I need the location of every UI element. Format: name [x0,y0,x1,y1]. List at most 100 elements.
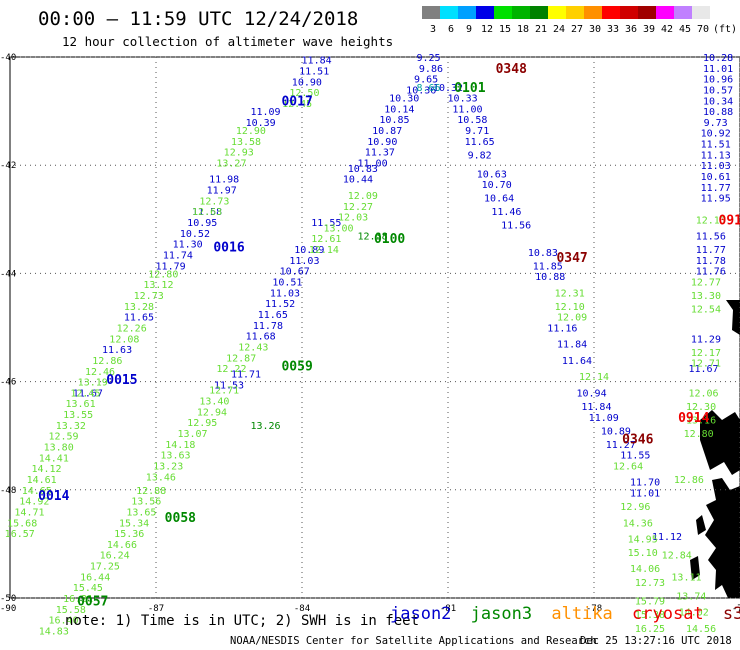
colorbar-swatch [494,6,512,19]
data-point-label: 14.18 [165,440,195,451]
colorbar-label: 45 [679,24,691,35]
data-point-label: 11.95 [701,194,731,205]
data-point-label: 11.85 [533,261,563,272]
data-point-label: 12.38 [358,232,388,243]
x-tick-label: -75 [732,604,740,614]
data-point-label: 9.71 [465,126,489,137]
data-point-label: 11.53 [214,380,244,391]
x-tick-label: -87 [148,604,164,614]
data-point-label: 9.86 [419,64,443,75]
data-point-label: 11.09 [589,413,619,424]
data-point-label: 12.06 [688,388,718,399]
data-point-label: 12.45 [282,99,312,110]
data-point-label: 13.74 [676,591,706,602]
data-point-label: 14.95 [628,534,658,545]
y-tick-label: -50 [0,594,16,604]
data-point-label: 11.09 [250,107,280,118]
colorbar-label: 12 [481,24,493,35]
data-point-label: 13.63 [160,451,190,462]
x-tick-label: -81 [440,604,456,614]
data-point-label: 16.24 [100,551,130,562]
data-point-label: 12.94 [197,407,227,418]
x-tick-label: -84 [294,604,310,614]
data-point-label: 9.65 [414,75,438,86]
data-point-label: 10.67 [280,267,310,278]
legend-altika: altika [551,604,613,624]
data-point-label: 12.87 [226,353,256,364]
data-point-label: 13.32 [56,421,86,432]
colorbar-label: 3 [430,24,436,35]
y-tick-label: -42 [0,161,16,171]
data-point-label: 10.30 [389,94,419,105]
data-point-label: 12.77 [691,278,721,289]
data-point-label: 14.36 [623,518,653,529]
data-point-label: 11.13 [701,150,731,161]
data-point-label: 12.73 [635,578,665,589]
data-point-label: 11.68 [246,332,276,343]
data-point-label: 17.25 [90,562,120,573]
data-point-label: 13.58 [231,137,261,148]
data-point-label: 11.97 [207,186,237,197]
data-point-label: 12.46 [85,367,115,378]
data-point-label: 10.96 [703,75,733,86]
data-point-label: 10.83 [528,248,558,259]
x-tick-label: -78 [586,604,602,614]
data-point-label: 12.90 [236,126,266,137]
data-point-label: 9.82 [468,150,492,161]
colorbar-label: 21 [535,24,547,35]
data-point-label: 16.40 [48,616,78,627]
data-point-label: 13.00 [323,223,353,234]
data-point-label: 10.90 [367,137,397,148]
data-point-label: 12.50 [289,88,319,99]
colorbar-swatch [530,6,548,19]
data-point-label: 12.73 [134,291,164,302]
data-point-label: 11.78 [253,321,283,332]
data-point-label: 15.45 [73,583,103,594]
data-point-label: 11.03 [270,288,300,299]
colorbar-swatch [584,6,602,19]
data-point-label: 13.26 [250,421,280,432]
data-point-label: 14.83 [39,626,69,637]
colorbar-swatch [458,6,476,19]
data-point-label: 11.98 [209,175,239,186]
data-point-label: 10.95 [187,218,217,229]
data-point-label: 13.16 [686,415,716,426]
data-point-label: 13.07 [177,429,207,440]
track-label: 0347 [556,251,587,266]
colorbar-swatch [566,6,584,19]
data-point-label: 12.17 [691,348,721,359]
data-point-label: 10.63 [477,169,507,180]
data-point-label: 13.46 [146,472,176,483]
data-point-label: 12.59 [48,432,78,443]
data-point-label: 11.27 [606,440,636,451]
data-point-label: 14.65 [22,486,52,497]
data-point-label: 14.02 [679,608,709,619]
legend-cryosat: cryosat [632,604,704,624]
colorbar-label: 30 [589,24,601,35]
data-point-label: 11.64 [562,356,592,367]
grid [10,56,740,599]
data-point-label: 11.84 [557,340,587,351]
colorbar-label: 15 [499,24,511,35]
data-point-label: 10.83 [348,164,378,175]
track-time-labels: 0017 0016 0015 0014 0100 0059 0058 0057 0101 0348… [38,62,740,610]
data-point-label: 11.55 [311,218,341,229]
data-point-label: 10.90 [292,77,322,88]
colorbar-label: 6 [448,24,454,35]
data-point-label: 11.67 [73,388,103,399]
data-point-label: 10.34 [703,96,733,107]
data-point-label: 11.76 [696,267,726,278]
data-point-label: 13.61 [66,399,96,410]
data-point-label: 10.32 [433,83,463,94]
colorbar-label: 24 [553,24,565,35]
data-point-label: 11.52 [265,299,295,310]
data-point-label: 15.79 [635,597,665,608]
data-point-label: 11.65 [258,310,288,321]
data-point-label: 15.68 [7,518,37,529]
data-point-label: 12.61 [311,234,341,245]
data-point-label: 16.21 [63,594,93,605]
data-point-label: 12.26 [117,324,147,335]
data-point-label: 13.11 [671,572,701,583]
y-tick-label: -48 [0,486,16,496]
